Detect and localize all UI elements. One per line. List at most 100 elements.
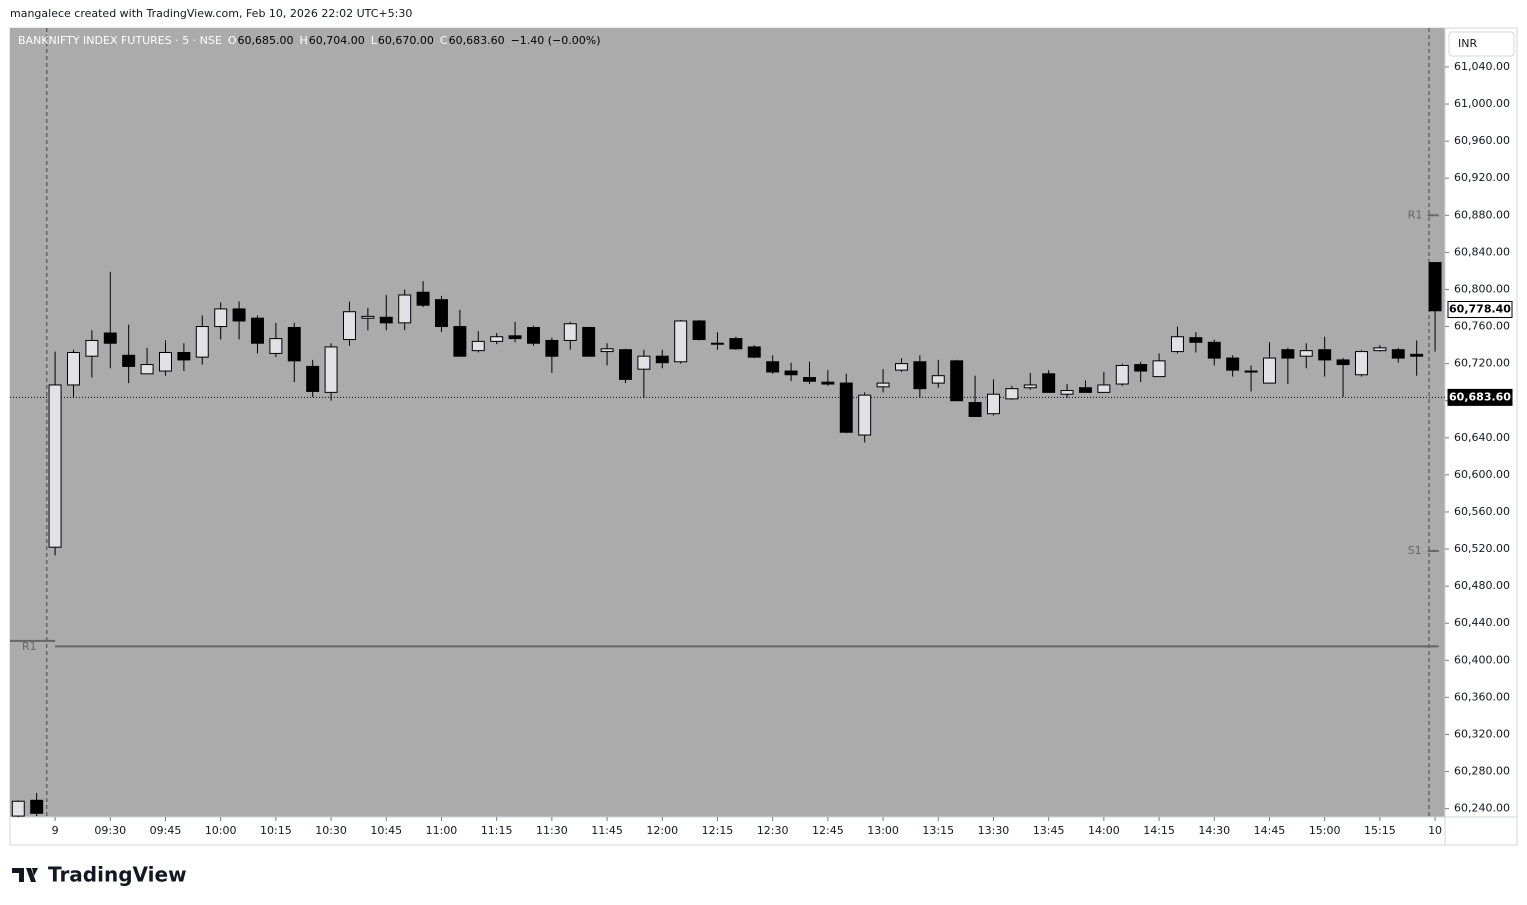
candle-body: [361, 315, 375, 319]
brand: TradingView: [48, 863, 187, 887]
candle-body: [1226, 357, 1240, 371]
candle-body: [177, 352, 191, 361]
x-tick-label: 13:30: [978, 824, 1010, 837]
candle-body: [839, 382, 853, 433]
y-tick-label: 60,800.00: [1454, 282, 1510, 295]
candle-body: [729, 338, 743, 350]
candle-body: [1299, 350, 1313, 357]
candle-body: [582, 326, 596, 357]
ohlc-value: 60,704.00: [308, 34, 365, 47]
candle-body: [214, 308, 228, 328]
candle-body: [1336, 359, 1350, 366]
candle-body: [434, 299, 448, 328]
plot: R1 R1 S1: [10, 28, 1445, 817]
candle-body: [306, 365, 320, 392]
y-tick-label: 60,280.00: [1454, 765, 1510, 778]
candle-body: [379, 316, 393, 324]
y-tick-label: 60,960.00: [1454, 134, 1510, 147]
candle-body: [747, 346, 761, 358]
x-tick-label: 14:15: [1143, 824, 1175, 837]
candle-body: [324, 346, 338, 393]
candle-body: [48, 384, 62, 548]
x-tick-label: 11:45: [591, 824, 623, 837]
x-tick-label: 14:30: [1198, 824, 1230, 837]
candle-body: [269, 338, 283, 354]
price-tag-label: 60,778.40: [1449, 302, 1511, 315]
candle-body: [1262, 357, 1276, 384]
x-tick-label: 10:45: [370, 824, 402, 837]
x-tick-label: 15:00: [1309, 824, 1341, 837]
y-tick-label: 60,560.00: [1454, 505, 1510, 518]
candle-body: [802, 377, 816, 382]
candle-body: [1428, 262, 1442, 312]
ohlc-key: H: [299, 34, 308, 47]
x-tick-label: 11:00: [426, 824, 458, 837]
candle-body: [398, 294, 412, 324]
candle-body: [11, 800, 25, 817]
ohlc-item: C60,683.60: [440, 34, 505, 47]
y-tick-label: 61,040.00: [1454, 60, 1510, 73]
y-tick-label: 60,320.00: [1454, 727, 1510, 740]
candle-body: [1005, 388, 1019, 400]
candle-body: [637, 355, 651, 370]
y-tick-label: 60,720.00: [1454, 357, 1510, 370]
candle-body: [545, 339, 559, 357]
candle-body: [195, 326, 209, 358]
candle-body: [1134, 364, 1148, 372]
candle-body: [490, 336, 504, 342]
candle-body: [1189, 337, 1203, 343]
price-tag-label: 60,683.60: [1449, 390, 1511, 403]
candle-body: [986, 393, 1000, 415]
x-tick-label: 12:45: [812, 824, 844, 837]
candle-body: [858, 394, 872, 436]
candle-body: [1373, 347, 1387, 352]
x-tick-label: 10:15: [260, 824, 292, 837]
ohlc-key: O: [227, 34, 237, 47]
candle-body: [1207, 341, 1221, 359]
x-tick-label: 9: [52, 824, 59, 837]
candle-body: [692, 320, 706, 341]
candle-body: [950, 360, 964, 402]
candle-body: [1318, 349, 1332, 361]
y-tick-label: 60,520.00: [1454, 542, 1510, 555]
pivot-label: R1: [1408, 208, 1423, 221]
currency-button[interactable]: [1448, 31, 1515, 57]
ohlc-value: 60,685.00: [237, 34, 294, 47]
x-tick-label: 13:15: [922, 824, 954, 837]
y-tick-label: 60,400.00: [1454, 653, 1510, 666]
candle-body: [508, 335, 522, 340]
y-tick-label: 60,760.00: [1454, 320, 1510, 333]
x-tick-label: 14:45: [1254, 824, 1286, 837]
x-tick-label: 13:45: [1033, 824, 1065, 837]
x-tick-label: 12:30: [757, 824, 789, 837]
ohlc-item: L60,670.00: [371, 34, 434, 47]
candle-body: [287, 326, 301, 362]
y-tick-label: 60,480.00: [1454, 579, 1510, 592]
candle-body: [30, 799, 44, 814]
x-tick-label: 10:00: [205, 824, 237, 837]
candle-body: [1410, 353, 1424, 357]
x-tick-label: 10:30: [315, 824, 347, 837]
candle-body: [85, 339, 99, 357]
y-tick-label: 60,240.00: [1454, 802, 1510, 815]
candle-body: [250, 317, 264, 344]
candle-body: [416, 291, 430, 306]
candle-body: [876, 382, 890, 388]
x-tick-label: 14:00: [1088, 824, 1120, 837]
candle-body: [66, 352, 80, 386]
candle-body: [674, 320, 688, 363]
x-tick-label: 09:30: [94, 824, 126, 837]
candle-body: [1244, 370, 1258, 373]
x-tick-label: 11:15: [481, 824, 513, 837]
y-tick-label: 60,840.00: [1454, 245, 1510, 258]
candle-body: [232, 308, 246, 322]
candle-body: [1060, 390, 1074, 395]
price-tag: [1447, 300, 1513, 318]
y-tick-label: 60,880.00: [1454, 208, 1510, 221]
candle-body: [1115, 364, 1129, 385]
ohlc-item: O60,685.00: [228, 34, 294, 47]
candle-body: [784, 370, 798, 376]
brand-logo: [12, 868, 38, 882]
